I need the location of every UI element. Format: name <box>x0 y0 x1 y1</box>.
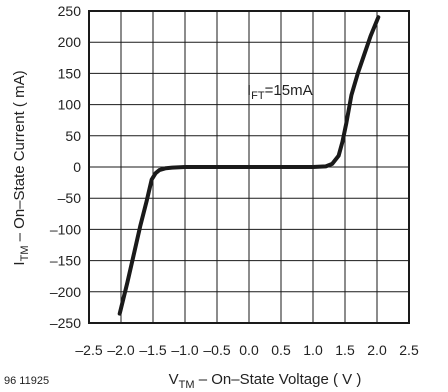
x-tick-labels: –2.5 –2.0 –1.5 –1.0 –0.5 0.0 0.5 1.0 1.5 2.0 2.5 <box>75 342 419 358</box>
y-tick-label: –50 <box>58 190 82 206</box>
y-tick-labels: 250 200 150 100 50 0 –50 –100 –150 –200 –250 <box>50 3 81 331</box>
y-tick-label: –200 <box>50 284 81 300</box>
y-tick-label: –150 <box>50 253 81 269</box>
figure-id: 96 11925 <box>4 375 49 387</box>
x-tick-label: 1.0 <box>303 342 323 358</box>
x-tick-label: 2.5 <box>399 342 419 358</box>
y-tick-label: –100 <box>50 221 81 237</box>
y-tick-label: 0 <box>73 159 81 175</box>
x-tick-label: –2.0 <box>107 342 134 358</box>
x-tick-label: 0.0 <box>239 342 259 358</box>
x-tick-label: 1.5 <box>335 342 355 358</box>
x-tick-label: –1.5 <box>139 342 166 358</box>
x-tick-label: –0.5 <box>203 342 230 358</box>
y-tick-label: –250 <box>50 315 81 331</box>
annotation-label: IFT=15mA <box>247 82 313 102</box>
y-tick-label: 150 <box>58 65 82 81</box>
x-tick-label: –1.0 <box>171 342 198 358</box>
y-axis-title: ITM – On–State Current ( mA) <box>11 70 31 265</box>
plot-frame <box>88 10 410 324</box>
x-axis-title: VTM – On–State Voltage ( V ) <box>169 371 362 391</box>
y-tick-label: 200 <box>58 34 82 50</box>
y-tick-label: 100 <box>58 97 82 113</box>
x-tick-label: 0.5 <box>271 342 291 358</box>
x-tick-label: –2.5 <box>75 342 102 358</box>
y-tick-label: 250 <box>58 3 82 19</box>
y-tick-label: 50 <box>65 128 81 144</box>
x-tick-label: 2.0 <box>367 342 387 358</box>
iv-curve-line <box>117 15 381 316</box>
